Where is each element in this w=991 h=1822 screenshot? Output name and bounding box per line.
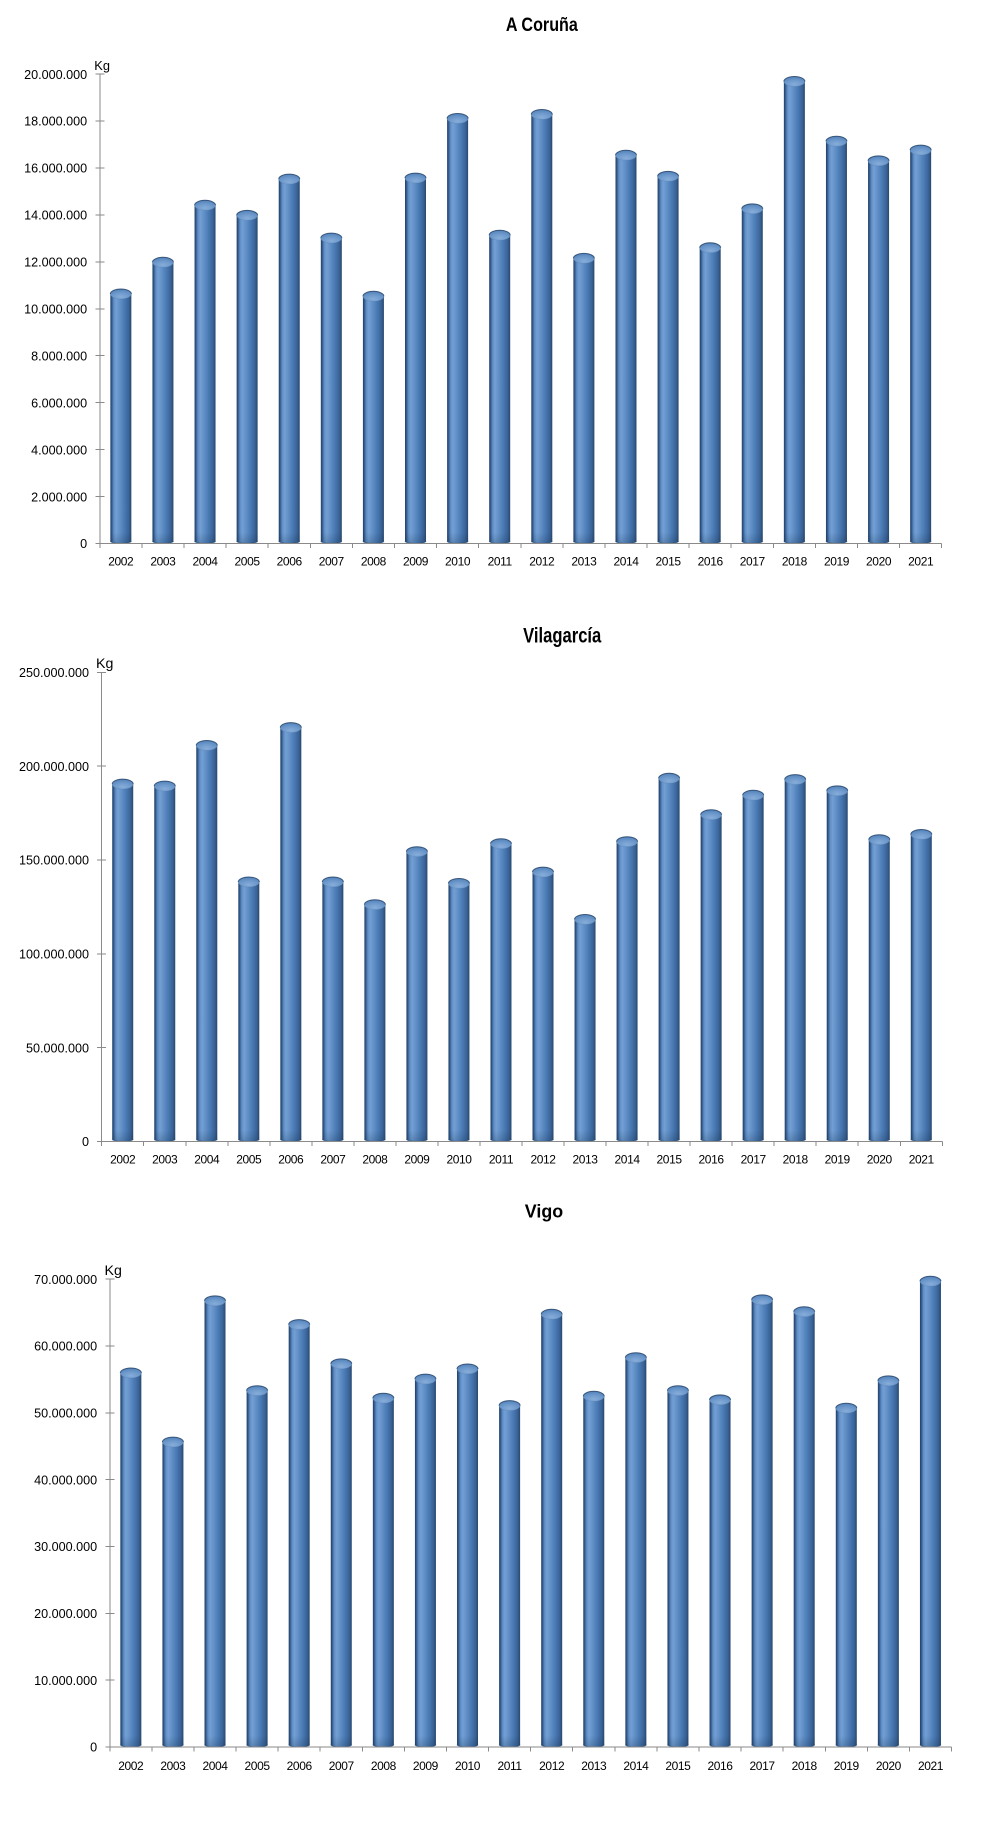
svg-text:20.000.000: 20.000.000 <box>24 68 87 82</box>
svg-text:2005: 2005 <box>235 554 261 568</box>
svg-text:12.000.000: 12.000.000 <box>24 256 87 270</box>
svg-text:2014: 2014 <box>613 554 639 568</box>
svg-text:2010: 2010 <box>455 1759 481 1773</box>
svg-text:50.000.000: 50.000.000 <box>34 1407 97 1421</box>
svg-text:4.000.000: 4.000.000 <box>31 443 87 457</box>
svg-text:0: 0 <box>80 537 87 551</box>
svg-text:2016: 2016 <box>698 554 724 568</box>
svg-text:2004: 2004 <box>192 554 218 568</box>
svg-text:6.000.000: 6.000.000 <box>31 396 87 410</box>
svg-text:2009: 2009 <box>403 554 429 568</box>
svg-text:2012: 2012 <box>529 554 555 568</box>
svg-text:2008: 2008 <box>371 1759 397 1773</box>
svg-text:2020: 2020 <box>867 1152 893 1166</box>
svg-text:2008: 2008 <box>361 554 387 568</box>
svg-text:2007: 2007 <box>329 1759 355 1773</box>
svg-text:2006: 2006 <box>287 1759 313 1773</box>
svg-text:2014: 2014 <box>615 1152 641 1166</box>
svg-text:30.000.000: 30.000.000 <box>34 1540 97 1554</box>
svg-text:2009: 2009 <box>404 1152 430 1166</box>
svg-text:60.000.000: 60.000.000 <box>34 1340 97 1354</box>
svg-text:2016: 2016 <box>699 1152 725 1166</box>
svg-text:Vilagarcía: Vilagarcía <box>523 625 602 648</box>
svg-text:20.000.000: 20.000.000 <box>34 1607 97 1621</box>
svg-text:2014: 2014 <box>623 1759 649 1773</box>
svg-text:18.000.000: 18.000.000 <box>24 115 87 129</box>
svg-text:2017: 2017 <box>750 1759 776 1773</box>
svg-text:2021: 2021 <box>918 1759 944 1773</box>
svg-text:2020: 2020 <box>876 1759 902 1773</box>
svg-text:10.000.000: 10.000.000 <box>24 303 87 317</box>
svg-text:2.000.000: 2.000.000 <box>31 490 87 504</box>
svg-text:Kg: Kg <box>94 58 110 73</box>
svg-text:2018: 2018 <box>783 1152 809 1166</box>
svg-text:2012: 2012 <box>530 1152 556 1166</box>
svg-text:150.000.000: 150.000.000 <box>19 854 89 868</box>
svg-text:2013: 2013 <box>581 1759 607 1773</box>
svg-text:2015: 2015 <box>665 1759 691 1773</box>
svg-text:2004: 2004 <box>194 1152 220 1166</box>
svg-text:2007: 2007 <box>319 554 345 568</box>
svg-text:0: 0 <box>90 1741 97 1755</box>
svg-text:2011: 2011 <box>489 1152 514 1166</box>
svg-text:2015: 2015 <box>656 554 682 568</box>
svg-text:2005: 2005 <box>236 1152 262 1166</box>
svg-text:2010: 2010 <box>445 554 471 568</box>
svg-text:2003: 2003 <box>152 1152 178 1166</box>
svg-text:2002: 2002 <box>108 554 134 568</box>
svg-text:2021: 2021 <box>908 554 934 568</box>
svg-text:2009: 2009 <box>413 1759 439 1773</box>
svg-text:Kg: Kg <box>105 1263 122 1279</box>
svg-text:2018: 2018 <box>792 1759 818 1773</box>
svg-text:16.000.000: 16.000.000 <box>24 162 87 176</box>
svg-text:2002: 2002 <box>110 1152 136 1166</box>
svg-text:2012: 2012 <box>539 1759 565 1773</box>
svg-text:2021: 2021 <box>909 1152 935 1166</box>
svg-text:2002: 2002 <box>118 1759 144 1773</box>
svg-text:2017: 2017 <box>740 554 766 568</box>
svg-text:2003: 2003 <box>150 554 176 568</box>
svg-text:40.000.000: 40.000.000 <box>34 1473 97 1487</box>
svg-text:2010: 2010 <box>446 1152 472 1166</box>
svg-text:200.000.000: 200.000.000 <box>19 760 89 774</box>
svg-text:8.000.000: 8.000.000 <box>31 349 87 363</box>
svg-text:14.000.000: 14.000.000 <box>24 209 87 223</box>
svg-text:70.000.000: 70.000.000 <box>34 1273 97 1287</box>
svg-text:2019: 2019 <box>824 554 850 568</box>
svg-text:Vigo: Vigo <box>525 1200 563 1222</box>
svg-text:10.000.000: 10.000.000 <box>34 1674 97 1688</box>
svg-text:50.000.000: 50.000.000 <box>26 1041 89 1055</box>
svg-text:2013: 2013 <box>571 554 597 568</box>
svg-text:250.000.000: 250.000.000 <box>19 666 89 680</box>
svg-text:Kg: Kg <box>96 656 113 672</box>
svg-text:2011: 2011 <box>497 1759 522 1773</box>
svg-text:2015: 2015 <box>657 1152 683 1166</box>
svg-text:2008: 2008 <box>362 1152 388 1166</box>
svg-text:2006: 2006 <box>277 554 303 568</box>
svg-text:2020: 2020 <box>866 554 892 568</box>
svg-text:2019: 2019 <box>825 1152 851 1166</box>
svg-text:2019: 2019 <box>834 1759 860 1773</box>
svg-text:A Coruña: A Coruña <box>506 14 579 36</box>
svg-text:2005: 2005 <box>245 1759 271 1773</box>
svg-text:2004: 2004 <box>202 1759 228 1773</box>
svg-text:2003: 2003 <box>160 1759 186 1773</box>
svg-text:2018: 2018 <box>782 554 808 568</box>
svg-text:2013: 2013 <box>572 1152 598 1166</box>
svg-text:100.000.000: 100.000.000 <box>19 948 89 962</box>
svg-text:2017: 2017 <box>741 1152 767 1166</box>
svg-text:2016: 2016 <box>707 1759 733 1773</box>
svg-text:0: 0 <box>82 1135 89 1149</box>
svg-text:2006: 2006 <box>278 1152 304 1166</box>
svg-text:2007: 2007 <box>320 1152 346 1166</box>
svg-text:2011: 2011 <box>488 554 513 568</box>
